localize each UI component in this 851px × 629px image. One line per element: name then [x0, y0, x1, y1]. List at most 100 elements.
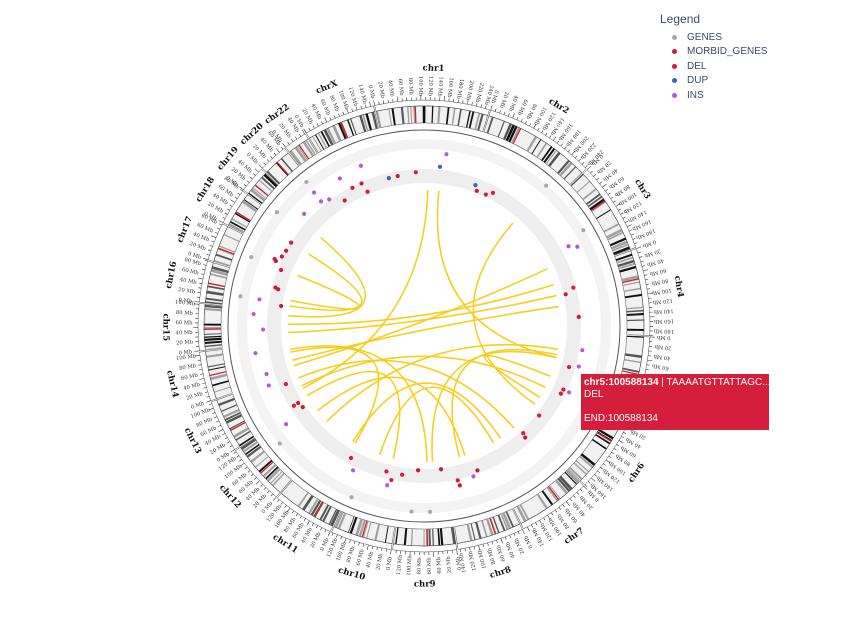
variant-dot — [561, 387, 566, 392]
chr22-tick-ring — [285, 133, 309, 153]
chr7-band — [536, 493, 549, 509]
chr7-band — [519, 504, 530, 521]
chr8-tick — [491, 541, 494, 545]
chr11-band — [319, 504, 330, 521]
chr9-band — [439, 528, 444, 546]
chr10-centromere — [361, 520, 368, 538]
chr4-band — [619, 265, 637, 273]
chr12-band — [265, 466, 279, 480]
chr18-tick — [230, 199, 235, 203]
chr3-tick — [605, 188, 608, 192]
chr10-tick — [371, 546, 374, 550]
chr2-tick — [494, 108, 497, 112]
chr8-tick — [496, 539, 498, 543]
variant-dot — [349, 495, 354, 500]
chr8-tick-label: 120 Mb — [468, 550, 478, 572]
chr4-band — [626, 312, 644, 316]
chr8-tick — [513, 533, 516, 537]
chr11-band — [308, 498, 319, 515]
chr15-tick-label: 100 Mb — [175, 300, 196, 308]
chrx-band — [314, 134, 325, 150]
chr4-tick — [647, 292, 653, 295]
chr1-tick-label: 140 Mb — [436, 76, 443, 97]
chr20-tick — [276, 148, 280, 153]
chr2-tick — [537, 127, 540, 131]
chr4-label: chr4 — [672, 275, 685, 298]
chr2-band — [497, 120, 505, 138]
chr2-tick — [541, 130, 544, 134]
chr1-band — [388, 108, 393, 126]
chr7-tick — [569, 498, 573, 502]
translocation-link — [289, 345, 428, 462]
variant-dot — [283, 248, 289, 253]
variant-dot — [567, 390, 572, 395]
chr16-tick-label: 60 Mb — [181, 267, 199, 277]
chr4-tick-label: 80 Mb — [650, 277, 668, 286]
chr18-tick — [224, 212, 228, 215]
chr12-tick — [233, 451, 237, 454]
chr12-band — [266, 467, 281, 482]
chr4-band — [626, 306, 644, 310]
chr10-band — [358, 519, 366, 537]
variant-dot — [291, 403, 296, 408]
variant-dot — [277, 441, 282, 446]
variant-tooltip: chr5:100588134 | TAAAATGTTATTAGC... > T … — [581, 374, 769, 430]
legend-item-ins[interactable]: INS — [660, 88, 768, 103]
chr18-band — [228, 223, 245, 234]
chr2-band — [508, 125, 518, 143]
chr15-band — [204, 337, 222, 341]
variant-dot — [475, 468, 480, 473]
chr18-band — [243, 199, 259, 210]
chr17-band — [218, 245, 236, 253]
chr20-centromere — [276, 161, 289, 176]
chr11-band — [328, 508, 338, 525]
chr20-tick — [258, 164, 263, 169]
chr12-centromere — [260, 461, 274, 474]
chr10-tick — [366, 544, 369, 550]
chr13-tick — [208, 407, 214, 411]
tooltip-position: chr5:100588134 — [584, 377, 659, 388]
legend-item-dup[interactable]: DUP — [660, 74, 768, 89]
chr6-tick — [618, 440, 624, 444]
chr3-tick — [596, 177, 600, 181]
chr13-band — [223, 408, 240, 418]
chr18-band — [241, 200, 258, 213]
legend-item-del[interactable]: DEL — [660, 59, 768, 74]
chr15-band — [204, 333, 222, 335]
chr4-tick-label: 60 Mb — [648, 267, 666, 277]
tooltip-sequence: | TAAAATGTTATTAGC... > T — [661, 377, 769, 388]
chr11-tick — [280, 502, 283, 505]
legend-item-morbid-genes[interactable]: MORBID_GENES — [660, 45, 768, 60]
chr1-tick — [485, 105, 487, 109]
chr5-tick-label: 60 Mb — [651, 362, 669, 371]
chr11-band — [322, 505, 332, 522]
variant-dot — [575, 244, 580, 249]
chr16-tick-label: 40 Mb — [179, 277, 197, 286]
variant-dot — [274, 210, 279, 215]
chr17-band — [215, 253, 233, 261]
chr1-band — [407, 106, 410, 124]
chr9-tick-ring — [392, 543, 457, 553]
legend-label-dup: DUP — [687, 75, 709, 87]
chr6-tick — [600, 467, 603, 470]
variant-dot — [576, 314, 581, 319]
chrx-tick-label: 140 Mb — [357, 84, 368, 106]
chrx-tick — [360, 105, 362, 109]
variant-dot — [483, 192, 488, 197]
chrx-band — [323, 129, 334, 146]
variant-dot — [415, 468, 421, 473]
chr2-tick — [512, 113, 515, 119]
chr12-band — [244, 443, 260, 456]
chr3-band — [603, 223, 620, 233]
legend-item-genes[interactable]: GENES — [660, 30, 768, 45]
chr3-band — [611, 240, 628, 250]
chr4-tick-label: 180 Mb — [653, 328, 674, 334]
chr13-tick — [214, 416, 218, 419]
chr22-tick — [291, 139, 294, 142]
chr17-tick-ring — [207, 223, 229, 262]
chr13-tick — [222, 433, 226, 436]
variant-dot — [580, 348, 585, 353]
chr2-tick — [560, 143, 563, 147]
chr6-tick — [597, 470, 600, 474]
chr1-label: chr1 — [422, 63, 444, 74]
